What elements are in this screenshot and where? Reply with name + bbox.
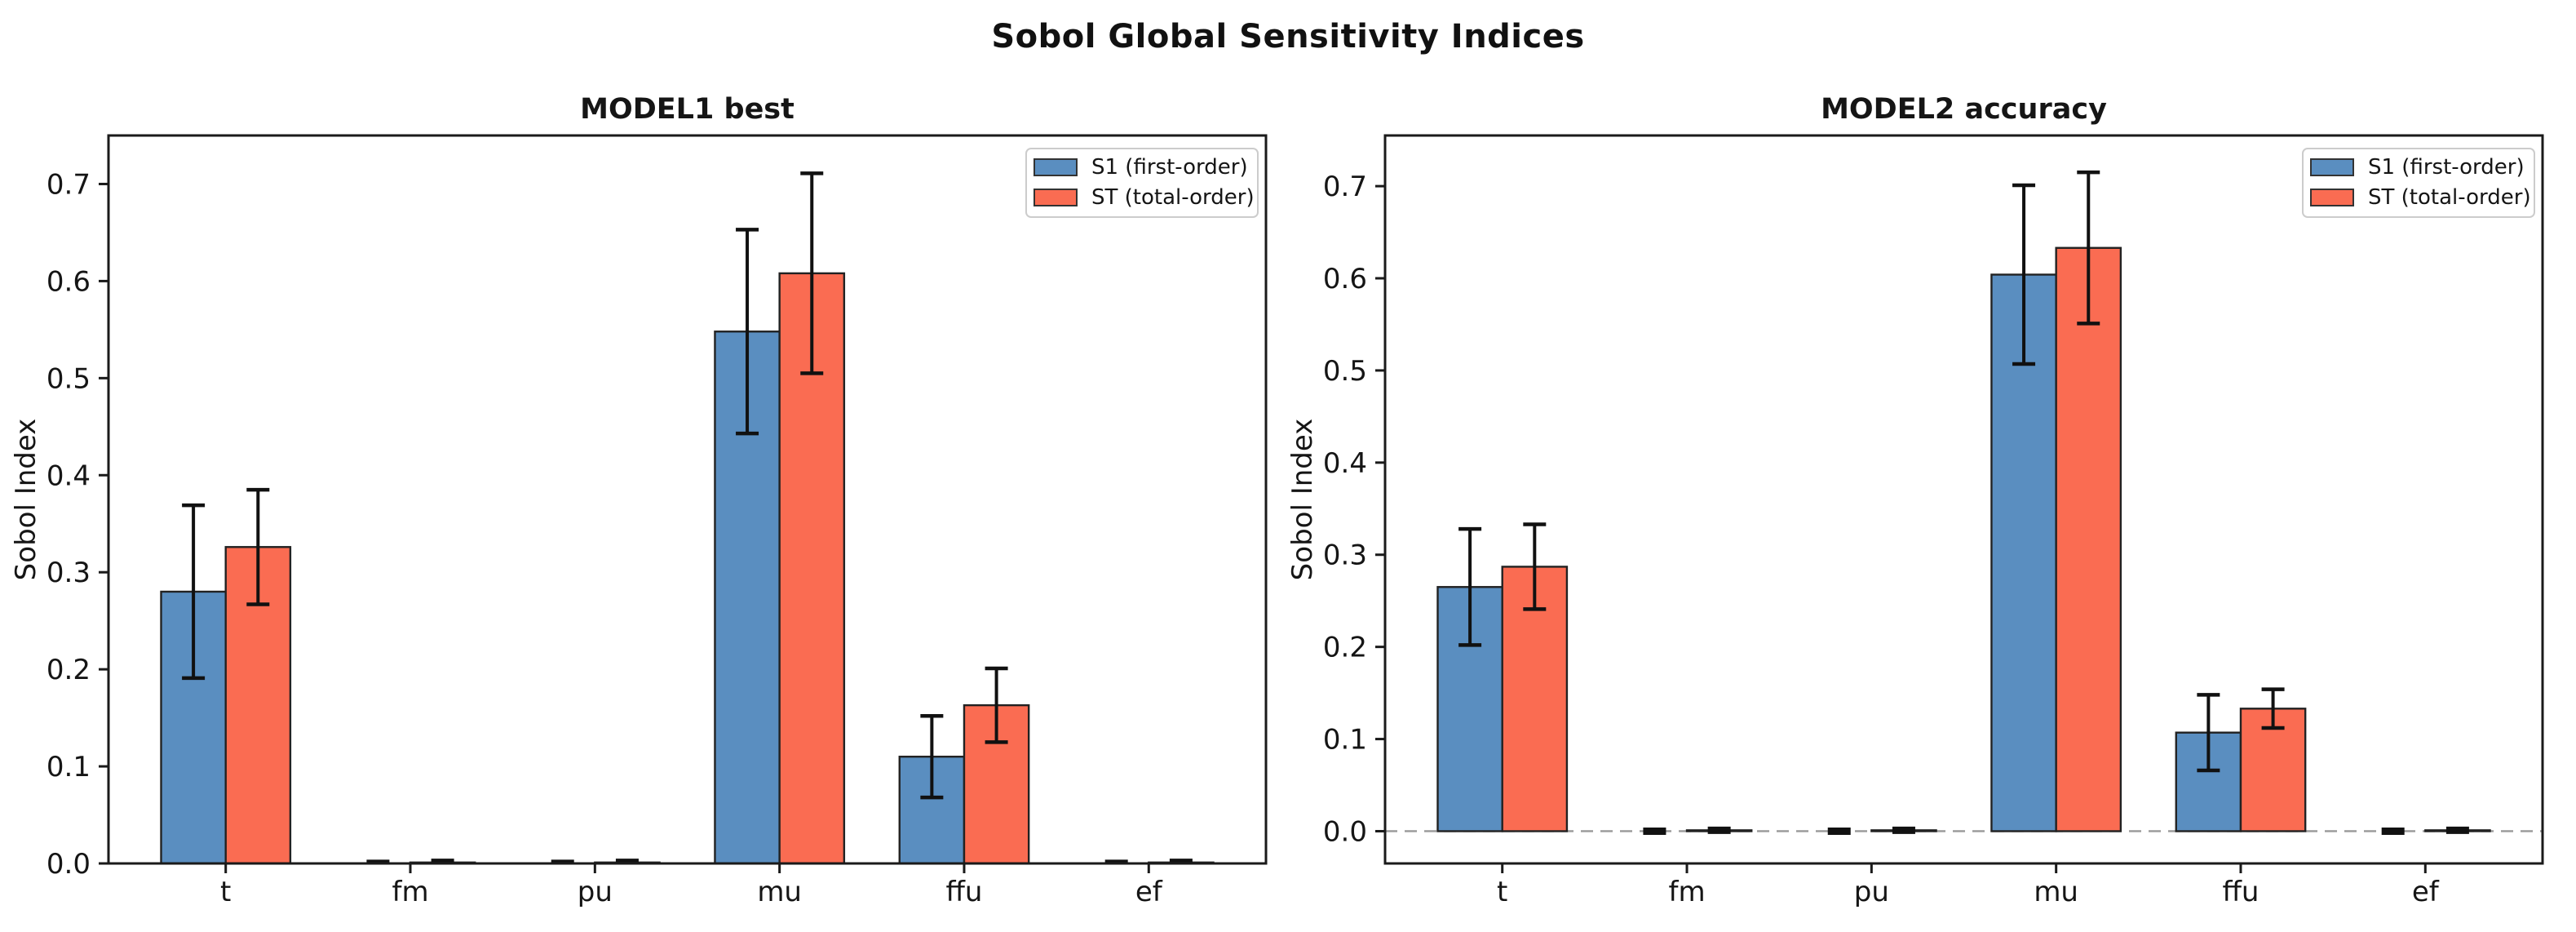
- x-tick-label: ffu: [2222, 876, 2259, 908]
- plot-area: [1385, 170, 2543, 835]
- x-tick-label: t: [1497, 876, 1507, 908]
- bar-st-mu: [2055, 246, 2122, 832]
- legend-swatch-st: [1033, 189, 1078, 206]
- bars-s1: [1436, 273, 2242, 832]
- y-tick-label: 0.2: [46, 654, 91, 686]
- axes-spines: [1383, 134, 2544, 865]
- legend: S1 (first-order) ST (total-order): [2302, 148, 2535, 218]
- legend-box: [1025, 148, 1259, 218]
- x-tick-label: ffu: [945, 876, 982, 908]
- y-tick-label: 0.4: [46, 459, 91, 492]
- y-tick-label: 0.7: [1323, 171, 1367, 203]
- y-tick-label: 0.5: [1323, 355, 1367, 388]
- subplot-model1-best: 0.0 0.1 0.2 0.3 0.4 0.5 0.6 0.7 t fm pu mu ffu ef Sobo…: [10, 93, 1268, 908]
- y-tick-label: 0.3: [1323, 539, 1367, 572]
- legend-label-s1: S1 (first-order): [1091, 155, 1248, 180]
- y-tick-label: 0.1: [46, 751, 91, 783]
- errorbars-s1: [1458, 183, 2405, 835]
- legend-swatch-s1: [1033, 158, 1078, 176]
- plot-area: [160, 171, 1215, 863]
- legend-swatch-s1: [2310, 158, 2354, 176]
- y-tick-label: 0.3: [46, 557, 91, 589]
- y-tick-label: 0.5: [46, 362, 91, 395]
- errorbars-st: [246, 171, 1193, 863]
- y-tick-label: 0.1: [1323, 724, 1367, 757]
- figure-title: Sobol Global Sensitivity Indices: [991, 18, 1585, 55]
- y-tick-label: 0.6: [1323, 263, 1367, 295]
- subplot-model2-accuracy: 0.0 0.1 0.2 0.3 0.4 0.5 0.6 0.7 t fm pu mu ffu ef Sobo…: [1286, 93, 2544, 908]
- x-tick-label: fm: [1668, 876, 1705, 908]
- y-tick-label: 0.0: [46, 848, 91, 881]
- x-tick-label: ef: [2412, 876, 2440, 908]
- y-tick-label: 0.6: [46, 265, 91, 298]
- y-axis-label: Sobol Index: [10, 419, 42, 581]
- legend-swatch-st: [2310, 189, 2354, 206]
- y-tick-label: 0.2: [1323, 632, 1367, 664]
- x-tick-label: t: [220, 876, 231, 908]
- x-tick-label: pu: [578, 876, 613, 908]
- axes-spines: [107, 134, 1268, 865]
- x-tick-label: mu: [757, 876, 802, 908]
- legend-label-st: ST (total-order): [1091, 185, 1255, 210]
- legend: S1 (first-order) ST (total-order): [1025, 148, 1259, 218]
- subplot-title: MODEL1 best: [580, 93, 794, 126]
- y-axis-label: Sobol Index: [1286, 419, 1319, 581]
- errorbars-s1: [182, 228, 1128, 863]
- y-tick-label: 0.0: [1323, 815, 1367, 848]
- subplot-title: MODEL2 accuracy: [1821, 93, 2107, 126]
- legend-box: [2302, 148, 2535, 218]
- x-tick-label: ef: [1135, 876, 1163, 908]
- x-tick-label: fm: [392, 876, 428, 908]
- bars-st: [1501, 246, 2491, 832]
- x-tick-label: mu: [2034, 876, 2078, 908]
- y-tick-label: 0.7: [46, 168, 91, 201]
- legend-label-s1: S1 (first-order): [2368, 155, 2525, 180]
- errorbars-st: [1523, 170, 2469, 834]
- x-tick-label: pu: [1854, 876, 1889, 908]
- bar-s1-mu: [1990, 273, 2057, 832]
- legend-label-st: ST (total-order): [2368, 185, 2531, 210]
- y-tick-label: 0.4: [1323, 447, 1367, 480]
